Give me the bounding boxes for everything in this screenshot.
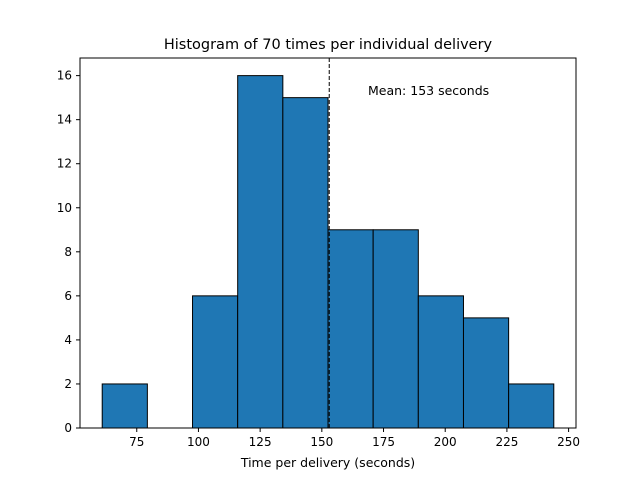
x-tick-label: 75 [129, 435, 144, 449]
histogram-bar [237, 75, 284, 429]
y-tick-label: 8 [64, 245, 72, 259]
chart-title: Histogram of 70 times per individual del… [164, 37, 493, 53]
histogram-bar [372, 229, 419, 429]
bars-group [101, 75, 555, 429]
histogram-bar [192, 295, 239, 429]
y-tick-label: 16 [57, 69, 72, 83]
x-tick-label: 125 [249, 435, 272, 449]
mean-annotation: Mean: 153 seconds [368, 83, 489, 98]
x-tick-label: 175 [372, 435, 395, 449]
x-tick-label: 225 [495, 435, 518, 449]
y-axis-ticks: 0 2 4 6 8 10 12 14 16 [57, 69, 80, 435]
x-tick-label: 250 [557, 435, 580, 449]
histogram-bar [282, 97, 329, 429]
x-tick-label: 200 [434, 435, 457, 449]
y-tick-label: 0 [64, 421, 72, 435]
y-tick-label: 10 [57, 201, 72, 215]
histogram-bar [327, 229, 374, 429]
x-axis-ticks: 75 100 125 150 175 200 225 250 [129, 428, 580, 449]
y-tick-label: 2 [64, 377, 72, 391]
histogram-bar [417, 295, 464, 429]
histogram-bar [101, 383, 148, 429]
x-tick-label: 100 [187, 435, 210, 449]
plot-frame [79, 57, 577, 429]
y-tick-label: 4 [64, 333, 72, 347]
x-tick-label: 150 [310, 435, 333, 449]
y-tick-label: 12 [57, 157, 72, 171]
x-axis-label: Time per delivery (seconds) [240, 455, 415, 470]
y-tick-label: 6 [64, 289, 72, 303]
y-tick-label: 14 [57, 113, 72, 127]
histogram-bar [508, 383, 555, 429]
histogram-bar [462, 317, 510, 429]
